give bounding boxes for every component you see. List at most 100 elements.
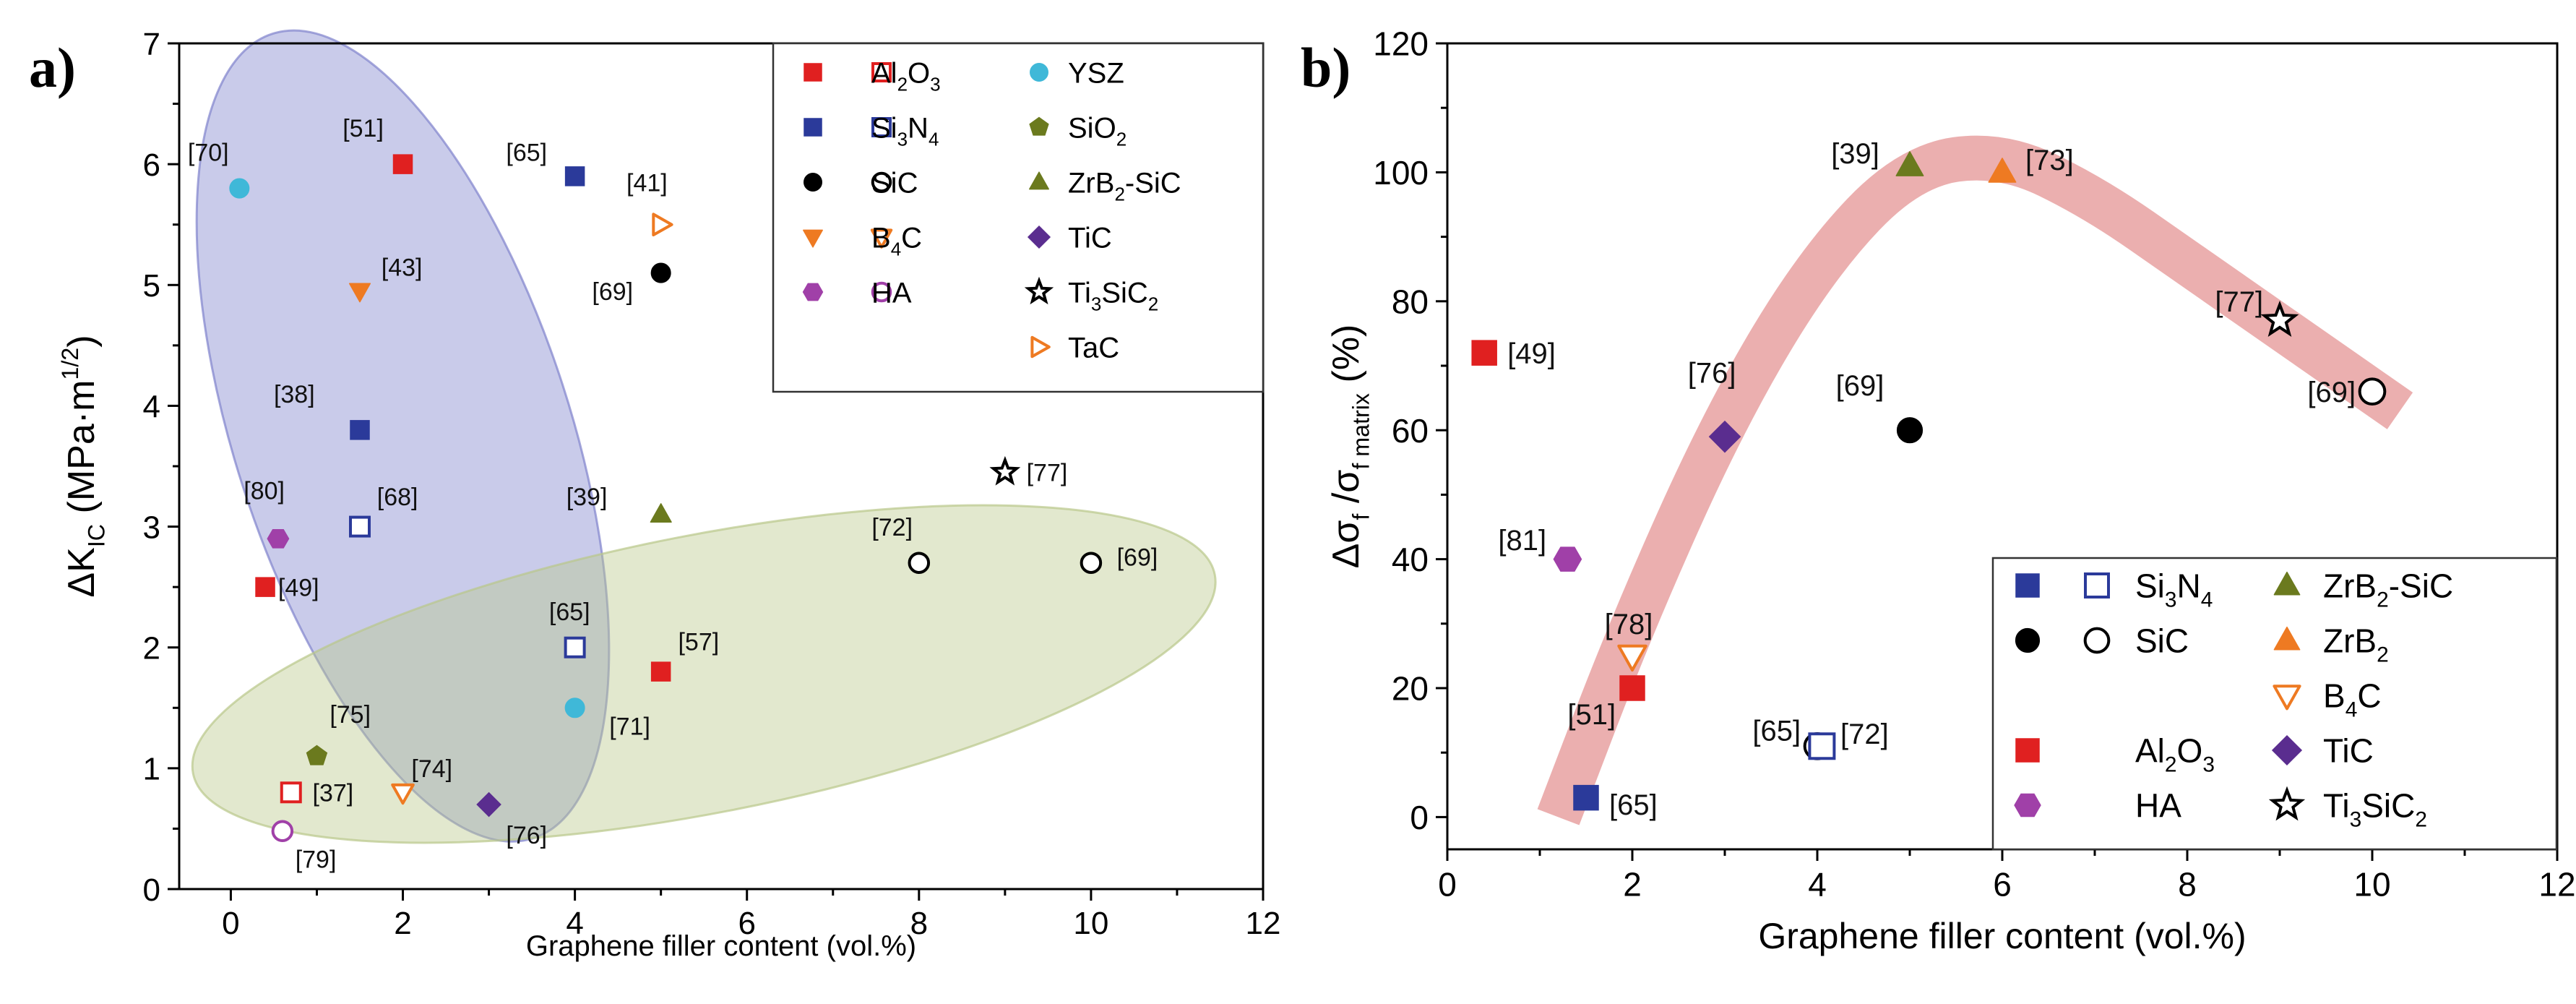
legend-label-subscript: 2 — [2165, 752, 2177, 776]
y-axis-label-K: K — [61, 547, 103, 572]
legend-marker-square — [871, 117, 892, 137]
y-axis-label: Δσf /σf matrix (%) — [1325, 325, 1374, 569]
label-run: ZrB — [2323, 622, 2377, 660]
legend-marker-tri-down — [803, 229, 823, 248]
x-tick-label: 12 — [2538, 865, 2575, 903]
legend-marker-circle — [1030, 63, 1048, 82]
data-point-al2o3 — [280, 781, 302, 804]
reference-label: [75] — [329, 701, 371, 729]
legend-label-subscript: 3 — [2202, 752, 2215, 776]
x-tick-label: 2 — [394, 906, 411, 941]
label-run: ZrB — [1068, 167, 1114, 199]
data-point-b4c — [1617, 644, 1647, 672]
label-run: O — [2177, 732, 2203, 770]
y-tick-label: 2 — [143, 631, 160, 666]
data-point-sic — [2358, 377, 2387, 406]
x-axis-label: Graphene filler content (vol.%) — [526, 930, 916, 962]
reference-label: [79] — [296, 846, 337, 873]
trend-band — [1537, 135, 2413, 825]
legend-marker-square — [2015, 573, 2040, 598]
label-run: C — [2357, 677, 2381, 715]
label-run: N — [908, 112, 929, 144]
legend-label: YSZ — [1068, 57, 1124, 89]
legend-marker-circle — [871, 281, 892, 303]
y-axis-label-sub: IC — [84, 524, 110, 547]
legend-marker-tri-right — [1030, 335, 1051, 359]
reference-label: [76] — [1688, 357, 1736, 389]
label-run: SiC — [2135, 622, 2189, 660]
legend-label: HA — [2135, 787, 2181, 825]
data-point-al2o3 — [255, 577, 275, 597]
label-run: TaC — [1068, 332, 1119, 364]
x-tick-label: 4 — [566, 906, 583, 941]
legend-marker-star — [2268, 786, 2306, 821]
legend-label: HA — [871, 277, 912, 309]
y-axis-label-sub2: f matrix — [1348, 393, 1374, 470]
legend-label-subscript: 3 — [2165, 588, 2177, 612]
reference-label: [69] — [1836, 370, 1884, 402]
legend-marker-star — [1024, 276, 1054, 305]
legend-marker-diamond — [1027, 225, 1051, 249]
legend-label-subscript: 2 — [1148, 293, 1158, 315]
y-tick-label: 20 — [1392, 670, 1429, 708]
data-point-sic — [1080, 552, 1103, 574]
reference-label: [68] — [377, 484, 418, 511]
reference-label: [38] — [274, 381, 315, 408]
reference-label: [71] — [609, 713, 650, 741]
label-run: YSZ — [1068, 57, 1124, 89]
y-axis-label-units: (%) — [1325, 325, 1367, 393]
y-axis-label-units: (MPa·m — [61, 380, 103, 524]
legend-label: Ti3SiC2 — [1068, 277, 1158, 314]
x-tick-label: 0 — [1438, 865, 1457, 903]
x-tick-label: 6 — [738, 906, 755, 941]
reference-label: [69] — [2307, 377, 2356, 408]
data-point-b4c — [348, 283, 371, 303]
data-point-al2o3 — [650, 661, 671, 682]
reference-label: [77] — [2215, 286, 2263, 318]
label-run: SiO — [1068, 112, 1116, 144]
legend-label-subscript: 3 — [2350, 807, 2362, 831]
reference-label: [65] — [506, 140, 547, 167]
label-run: Ti — [1068, 277, 1091, 309]
legend-label-subscript: 4 — [929, 129, 939, 150]
legend-label-subscript: 2 — [897, 74, 908, 95]
legend-label-subscript: 2 — [2415, 807, 2427, 831]
label-run: B — [2323, 677, 2345, 715]
label-run: -SiC — [1125, 167, 1181, 199]
reference-label: [65] — [1609, 789, 1658, 821]
data-point-zrb2-sic — [650, 503, 672, 523]
legend-label-subscript: 4 — [2201, 588, 2213, 612]
legend: Al2O3Si3N4SiCB4CHAYSZSiO2ZrB2-SiCTiCTi3S… — [772, 42, 1265, 393]
legend-label: B4C — [2323, 677, 2382, 722]
y-tick-label: 3 — [143, 510, 160, 545]
data-point-si3n4 — [350, 420, 370, 440]
data-point-tic — [1708, 420, 1741, 453]
x-tick-label: 6 — [1993, 865, 2012, 903]
label-run: Si — [871, 112, 897, 144]
y-tick-label: 80 — [1392, 283, 1429, 320]
reference-label: [65] — [1752, 715, 1801, 747]
data-point-si3n4 — [1808, 732, 1836, 760]
data-point-ysz — [564, 698, 585, 718]
legend-marker-tri-up — [2273, 571, 2301, 596]
legend-label-subscript: 4 — [891, 239, 901, 260]
reference-label: [72] — [871, 514, 913, 541]
data-point-al2o3 — [392, 154, 413, 174]
legend-label-subscript: 3 — [930, 74, 940, 95]
reference-label: [49] — [278, 574, 319, 601]
legend-box — [772, 42, 1265, 393]
legend-label-subscript: 2 — [2377, 643, 2389, 666]
data-point-ti3sic2 — [2260, 300, 2299, 337]
reference-label: [73] — [2025, 145, 2074, 176]
legend-label: SiC — [2135, 622, 2189, 660]
x-axis-label: Graphene filler content (vol.%) — [1758, 916, 2246, 956]
y-tick-label: 60 — [1392, 412, 1429, 450]
legend-label: ZrB2-SiC — [1068, 167, 1181, 205]
legend-marker-tri-down — [870, 228, 893, 249]
reference-label: [57] — [678, 629, 719, 656]
reference-label: [69] — [592, 278, 633, 306]
legend-marker-hexagon — [802, 283, 824, 301]
label-run: TiC — [2323, 732, 2374, 770]
